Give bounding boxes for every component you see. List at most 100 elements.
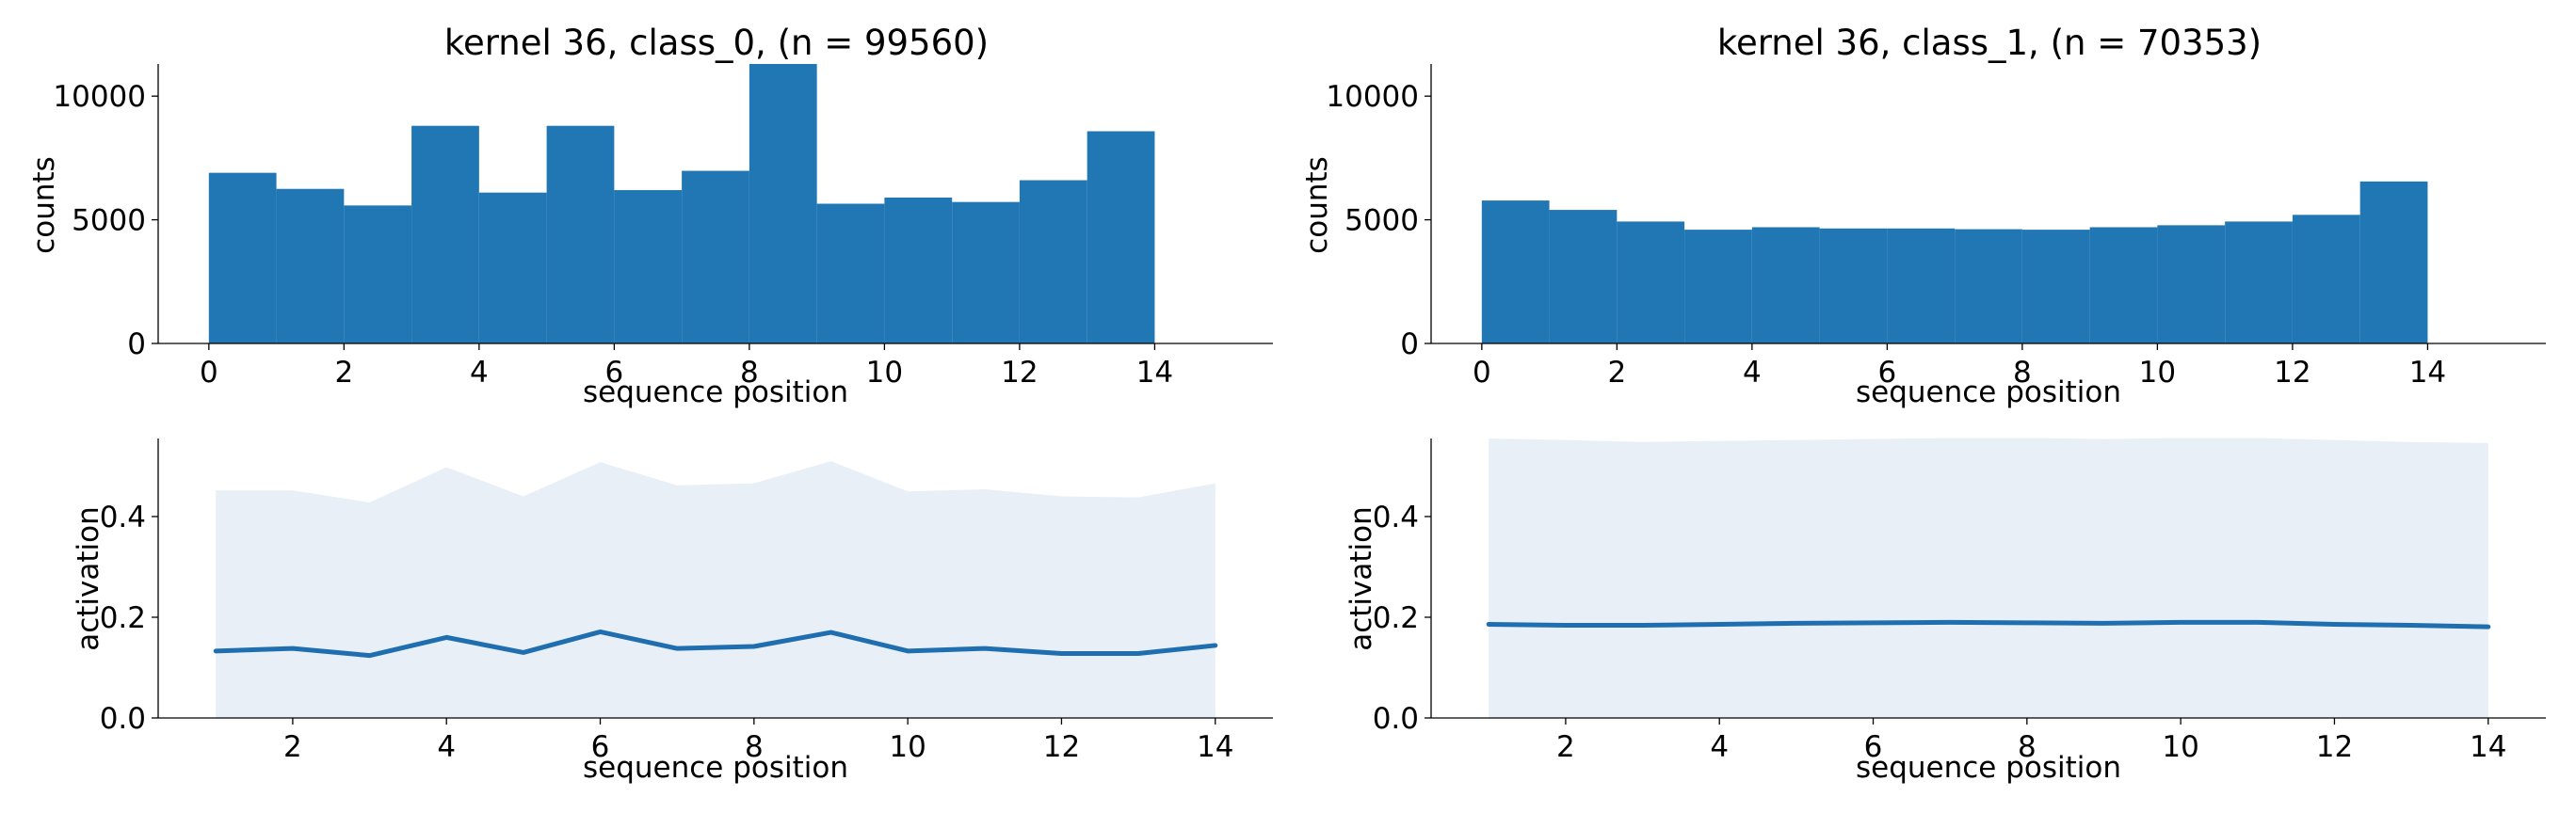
histogram-class-0-bar: [411, 125, 479, 343]
histogram-class-1-x-tick-label: 10: [2139, 356, 2176, 390]
histogram-class-0-bar: [276, 188, 345, 343]
histogram-class-0-bar: [682, 170, 749, 343]
histogram-class-0-bar: [614, 190, 683, 343]
activation-line-class-0-x-axis-label: sequence position: [583, 751, 848, 785]
histogram-class-1-y-tick-label: 5000: [1344, 204, 1419, 238]
histogram-class-1-y-tick-label: 0: [1400, 327, 1419, 361]
histogram-class-1-x-tick-label: 14: [2409, 356, 2446, 390]
histogram-class-1-x-tick-label: 8: [2013, 356, 2032, 390]
activation-line-class-1-x-tick-label: 12: [2316, 730, 2353, 764]
activation-line-class-0-band: [216, 461, 1216, 718]
histogram-class-0-x-tick-label: 4: [470, 356, 489, 390]
histogram-class-1-bar: [2292, 215, 2360, 343]
histogram-class-1-x-axis-label: sequence position: [1856, 375, 2121, 409]
activation-line-class-0-y-axis-label: activation: [72, 506, 105, 651]
activation-line-class-0-x-tick-label: 12: [1043, 730, 1080, 764]
histogram-class-1-x-tick-label: 0: [1473, 356, 1491, 390]
activation-line-class-1-axes: [1430, 438, 2546, 719]
activation-line-class-1-y-tick-label: 0.2: [1373, 601, 1419, 635]
activation-line-class-1-x-tick-label: 14: [2470, 730, 2506, 764]
histogram-class-1-bar: [2089, 227, 2158, 343]
histogram-class-0-bar: [884, 197, 953, 343]
activation-line-class-1-y-ticks: 0.0 0.2 0.4: [1373, 501, 1431, 736]
histogram-class-0-x-tick-label: 10: [866, 356, 903, 390]
histogram-class-1-title: kernel 36, class_1, (n = 70353): [1717, 23, 2262, 63]
activation-line-class-0-y-ticks: 0.0 0.2 0.4: [100, 501, 158, 736]
activation-line-class-1-line: [1486, 619, 2491, 630]
histogram-class-1-bar: [2359, 181, 2428, 343]
histogram-class-1-x-tick-label: 2: [1607, 356, 1626, 390]
histogram-class-1-x-tick-label: 12: [2274, 356, 2310, 390]
activation-line-class-0-x-tick-label: 4: [437, 730, 456, 764]
activation-line-class-0-x-tick-label: 14: [1197, 730, 1233, 764]
histogram-class-0-bar: [749, 64, 817, 343]
histogram-class-0-bar: [1087, 131, 1155, 343]
histogram-class-0-bar: [816, 203, 885, 343]
activation-line-class-0-x-tick-label: 2: [283, 730, 302, 764]
activation-line-class-0-x-tick-label: 8: [745, 730, 764, 764]
histogram-class-0-y-ticks: 0 5000 10000: [53, 80, 158, 361]
histogram-class-1-x-tick-label: 4: [1743, 356, 1762, 390]
histogram-class-0-bar: [952, 201, 1020, 343]
histogram-class-1-bar: [2021, 230, 2090, 343]
histogram-class-1-bar: [1481, 200, 1550, 343]
histogram-class-0-x-tick-label: 0: [200, 356, 218, 390]
histogram-class-1-bar: [1549, 210, 1618, 343]
activation-line-class-1-y-tick-label: 0.0: [1373, 702, 1419, 736]
histogram-class-0-x-tick-label: 8: [740, 356, 759, 390]
histogram-class-0-bar: [208, 172, 277, 343]
activation-line-class-1-x-tick-label: 2: [1556, 730, 1575, 764]
histogram-class-0-x-tick-label: 14: [1136, 356, 1173, 390]
histogram-class-0-y-tick-label: 10000: [53, 80, 146, 114]
histogram-class-1-y-tick-label: 10000: [1326, 80, 1419, 114]
activation-line-class-0-y-tick-label: 0.2: [100, 601, 146, 635]
activation-line-class-1-x-tick-label: 4: [1710, 730, 1729, 764]
histogram-class-1-bar: [1955, 229, 2022, 343]
histogram-class-0-title: kernel 36, class_0, (n = 99560): [444, 23, 989, 63]
histogram-class-0-bar: [344, 205, 412, 343]
activation-line-class-1: 2 4 6 8 10 12 14 0.0 0.2 0.4 sequence position a…: [1344, 438, 2546, 785]
histogram-class-1: kernel 36, class_1, (n = 70353) 0 2 4 6 8 10 1…: [1300, 23, 2546, 409]
activation-line-class-0-marks: [213, 461, 1218, 718]
activation-line-class-0-y-tick-label: 0.4: [100, 501, 146, 534]
activation-line-class-0-x-tick-label: 6: [591, 730, 610, 764]
activation-line-class-1-y-axis-label: activation: [1344, 506, 1378, 651]
histogram-class-0-x-tick-label: 6: [604, 356, 623, 390]
histogram-class-0-y-tick-label: 0: [127, 327, 146, 361]
histogram-class-0-x-tick-label: 2: [334, 356, 353, 390]
activation-line-class-1-x-tick-label: 6: [1864, 730, 1883, 764]
histogram-class-1-bar: [1887, 228, 1956, 343]
activation-line-class-1-x-tick-label: 8: [2018, 730, 2037, 764]
histogram-class-0-x-ticks: 0 2 4 6 8 10 12 14: [200, 343, 1173, 390]
histogram-class-1-bar: [2157, 225, 2226, 343]
histogram-class-1-x-tick-label: 6: [1877, 356, 1896, 390]
activation-line-class-0-y-tick-label: 0.0: [100, 702, 146, 736]
activation-line-class-1-x-axis-label: sequence position: [1856, 751, 2121, 785]
activation-line-class-1-x-tick-label: 10: [2162, 730, 2198, 764]
activation-line-class-0: 2 4 6 8 10 12 14 0.0 0.2 0.4 sequence position a…: [72, 438, 1273, 785]
histogram-class-1-y-ticks: 0 5000 10000: [1326, 80, 1431, 361]
histogram-class-1-y-axis-label: counts: [1300, 156, 1334, 254]
activation-line-class-0-x-tick-label: 10: [889, 730, 926, 764]
histogram-class-0-bars: [208, 64, 1155, 343]
activation-line-class-0-x-ticks: 2 4 6 8 10 12 14: [283, 718, 1233, 764]
activation-line-class-1-band: [1489, 438, 2488, 718]
histogram-class-1-bar: [1819, 228, 1888, 343]
histogram-class-1-bars: [1481, 181, 2428, 343]
histogram-class-1-bar: [1684, 230, 1752, 343]
histogram-class-0-bar: [546, 125, 615, 343]
histogram-class-1-x-ticks: 0 2 4 6 8 10 12 14: [1473, 343, 2446, 390]
activation-line-class-0-line: [213, 629, 1218, 659]
histogram-class-0: kernel 36, class_0, (n = 99560) 0 2 4 6 8 10 1…: [27, 23, 1273, 409]
histogram-class-0-bar: [478, 192, 547, 343]
activation-line-class-1-marks: [1486, 438, 2491, 718]
activation-line-class-1-x-ticks: 2 4 6 8 10 12 14: [1556, 718, 2506, 764]
histogram-class-0-x-axis-label: sequence position: [583, 375, 848, 409]
activation-line-class-1-y-tick-label: 0.4: [1373, 501, 1419, 534]
histogram-class-0-y-tick-label: 5000: [72, 204, 146, 238]
histogram-class-1-bar: [1751, 227, 1820, 343]
histogram-class-0-bar: [1019, 180, 1087, 343]
histogram-class-1-bar: [1617, 221, 1685, 343]
histogram-class-1-bar: [2225, 221, 2293, 343]
